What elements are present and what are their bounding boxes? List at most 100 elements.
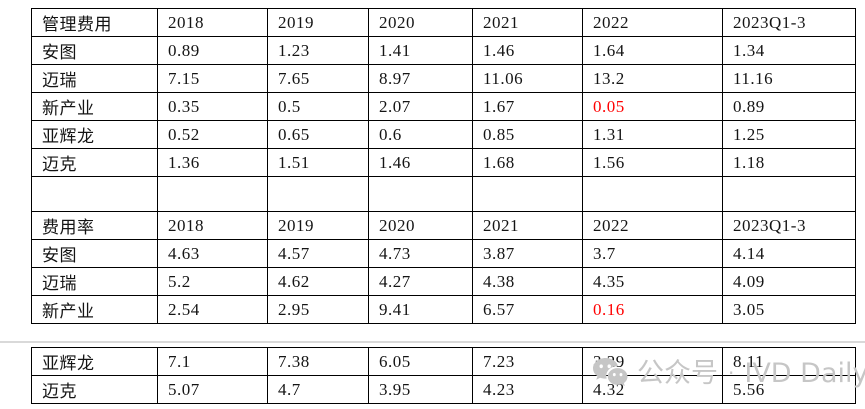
- year-header-cell: 2023Q1-3: [722, 8, 856, 37]
- value-cell: 1.18: [722, 148, 856, 177]
- value-cell: 2.95: [267, 295, 369, 324]
- value-cell: 6.57: [472, 295, 583, 324]
- value-cell: 0.89: [722, 92, 856, 121]
- value-cell: [722, 176, 856, 212]
- value-cell: 4.09: [722, 267, 856, 296]
- year-header-cell: 2019: [267, 8, 369, 37]
- value-cell: 5.07: [157, 375, 268, 404]
- row-label-cell: 安图: [31, 36, 158, 65]
- year-header-cell: 2021: [472, 211, 583, 240]
- value-cell: 1.34: [722, 36, 856, 65]
- value-cell: 5.56: [722, 375, 856, 404]
- year-header-cell: 2021: [472, 8, 583, 37]
- row-label-cell: 安图: [31, 239, 158, 268]
- value-cell: [267, 176, 369, 212]
- value-cell: 0.05: [582, 92, 723, 121]
- row-label-cell: 亚辉龙: [31, 120, 158, 149]
- value-cell: [157, 176, 268, 212]
- value-cell: 1.67: [472, 92, 583, 121]
- table-row: 安图 0.89 1.23 1.41 1.46 1.64 1.34: [31, 36, 856, 65]
- table-row: 安图 4.63 4.57 4.73 3.87 3.7 4.14: [31, 239, 856, 268]
- value-cell: 0.6: [368, 120, 473, 149]
- value-cell: 1.56: [582, 148, 723, 177]
- year-header-cell: 2020: [368, 8, 473, 37]
- header-row: 管理费用 2018 2019 2020 2021 2022 2023Q1-3: [31, 8, 856, 37]
- expense-rate-table-continued: 亚辉龙 7.1 7.38 6.05 7.23 3.29 8.11 迈克 5.07 4.7 3.95 4…: [31, 347, 856, 404]
- table-row: 迈克 1.36 1.51 1.46 1.68 1.56 1.18: [31, 148, 856, 177]
- year-header-cell: 2019: [267, 211, 369, 240]
- value-cell: 0.35: [157, 92, 268, 121]
- year-header-cell: 2022: [582, 8, 723, 37]
- row-label-cell: 迈瑞: [31, 267, 158, 296]
- value-cell: 4.23: [472, 375, 583, 404]
- value-cell: 1.51: [267, 148, 369, 177]
- table-row: 新产业 0.35 0.5 2.07 1.67 0.05 0.89: [31, 92, 856, 121]
- page-break-divider: [0, 341, 865, 343]
- value-cell: 7.65: [267, 64, 369, 93]
- value-cell: 13.2: [582, 64, 723, 93]
- value-cell: 1.41: [368, 36, 473, 65]
- year-header-cell: 2022: [582, 211, 723, 240]
- table-row: 亚辉龙 7.1 7.38 6.05 7.23 3.29 8.11: [31, 347, 856, 376]
- section-title-cell: 费用率: [31, 211, 158, 240]
- year-header-cell: 2018: [157, 8, 268, 37]
- management-expense-and-rate-table: 管理费用 2018 2019 2020 2021 2022 2023Q1-3 安图 0.89 1.…: [31, 8, 856, 324]
- table-row: 亚辉龙 0.52 0.65 0.6 0.85 1.31 1.25: [31, 120, 856, 149]
- value-cell: 7.1: [157, 347, 268, 376]
- value-cell: 3.29: [582, 347, 723, 376]
- value-cell: 1.64: [582, 36, 723, 65]
- value-cell: 6.05: [368, 347, 473, 376]
- value-cell: 1.31: [582, 120, 723, 149]
- table-row: 迈克 5.07 4.7 3.95 4.23 4.32 5.56: [31, 375, 856, 404]
- row-label-cell: 亚辉龙: [31, 347, 158, 376]
- row-label-cell: 迈克: [31, 375, 158, 404]
- value-cell: 8.97: [368, 64, 473, 93]
- value-cell: 1.46: [472, 36, 583, 65]
- year-header-cell: 2023Q1-3: [722, 211, 856, 240]
- spacer-row: [31, 176, 856, 212]
- value-cell: 4.57: [267, 239, 369, 268]
- value-cell: [368, 176, 473, 212]
- row-label-cell: 迈瑞: [31, 64, 158, 93]
- value-cell: 3.7: [582, 239, 723, 268]
- value-cell: 0.85: [472, 120, 583, 149]
- value-cell: 4.38: [472, 267, 583, 296]
- year-header-cell: 2020: [368, 211, 473, 240]
- row-label-cell: 迈克: [31, 148, 158, 177]
- value-cell: 4.35: [582, 267, 723, 296]
- value-cell: 2.07: [368, 92, 473, 121]
- value-cell: 0.5: [267, 92, 369, 121]
- value-cell: 2.54: [157, 295, 268, 324]
- row-label-cell: [31, 176, 158, 212]
- year-header-cell: 2018: [157, 211, 268, 240]
- value-cell: 1.36: [157, 148, 268, 177]
- value-cell: 4.27: [368, 267, 473, 296]
- value-cell: 8.11: [722, 347, 856, 376]
- value-cell: 1.25: [722, 120, 856, 149]
- table-row: 新产业 2.54 2.95 9.41 6.57 0.16 3.05: [31, 295, 856, 324]
- value-cell: [472, 176, 583, 212]
- table-row: 迈瑞 5.2 4.62 4.27 4.38 4.35 4.09: [31, 267, 856, 296]
- value-cell: 9.41: [368, 295, 473, 324]
- value-cell: 4.7: [267, 375, 369, 404]
- value-cell: 1.23: [267, 36, 369, 65]
- value-cell: 7.15: [157, 64, 268, 93]
- value-cell: 11.16: [722, 64, 856, 93]
- value-cell: 3.95: [368, 375, 473, 404]
- value-cell: 4.62: [267, 267, 369, 296]
- value-cell: 0.65: [267, 120, 369, 149]
- value-cell: 11.06: [472, 64, 583, 93]
- row-label-cell: 新产业: [31, 295, 158, 324]
- header-row: 费用率 2018 2019 2020 2021 2022 2023Q1-3: [31, 211, 856, 240]
- value-cell: 3.05: [722, 295, 856, 324]
- value-cell: 1.68: [472, 148, 583, 177]
- value-cell: 1.46: [368, 148, 473, 177]
- value-cell: 4.63: [157, 239, 268, 268]
- table-row: 迈瑞 7.15 7.65 8.97 11.06 13.2 11.16: [31, 64, 856, 93]
- value-cell: 5.2: [157, 267, 268, 296]
- value-cell: 3.87: [472, 239, 583, 268]
- row-label-cell: 新产业: [31, 92, 158, 121]
- value-cell: 4.14: [722, 239, 856, 268]
- value-cell: 4.73: [368, 239, 473, 268]
- value-cell: 0.89: [157, 36, 268, 65]
